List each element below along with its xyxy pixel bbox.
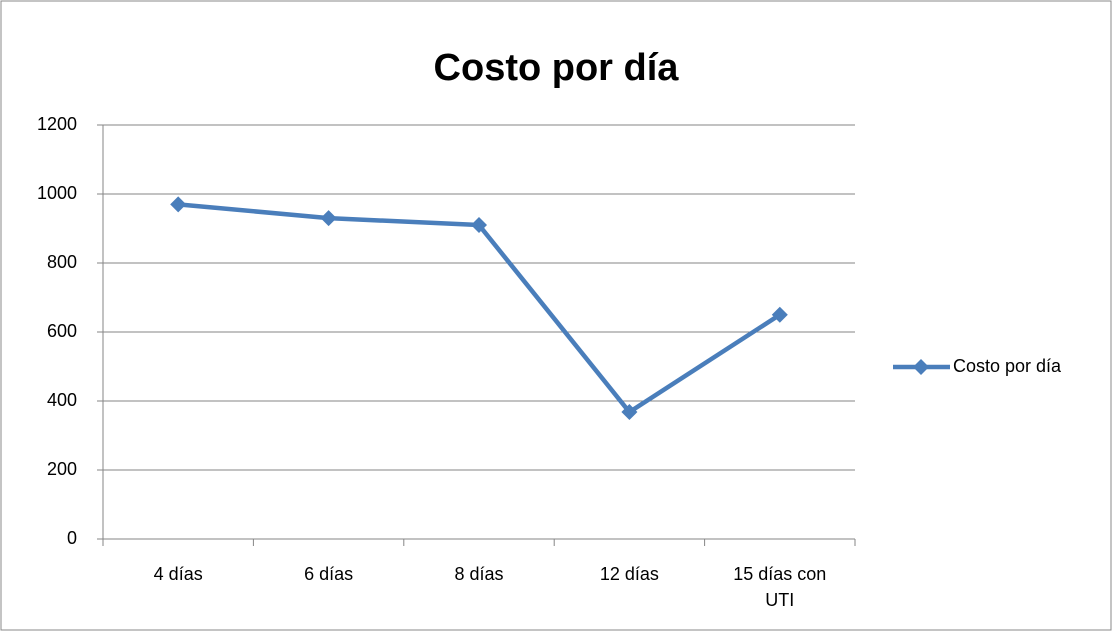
point-marker [471,217,487,234]
y-tick-label: 400 [47,390,77,410]
y-tick-label: 800 [47,252,77,272]
chart-title: Costo por día [434,47,680,89]
y-tick-label: 1000 [37,183,77,203]
x-tick-label: 8 días [454,564,504,584]
y-tick-label: 0 [67,528,77,548]
point-marker [621,404,638,421]
point-marker [170,196,187,213]
x-tick-label: 6 días [304,564,354,584]
legend-label: Costo por día [953,356,1062,376]
y-tick-label: 1200 [37,114,77,134]
point-marker [320,210,337,227]
legend-marker [913,359,929,375]
x-tick-label: 4 días [153,564,203,584]
point-marker [771,306,788,323]
x-tick-label: 15 días con UTI [733,564,827,610]
y-tick-label: 200 [47,459,77,479]
y-tick-label: 600 [47,321,77,341]
x-tick-label: 12 días [599,564,659,584]
